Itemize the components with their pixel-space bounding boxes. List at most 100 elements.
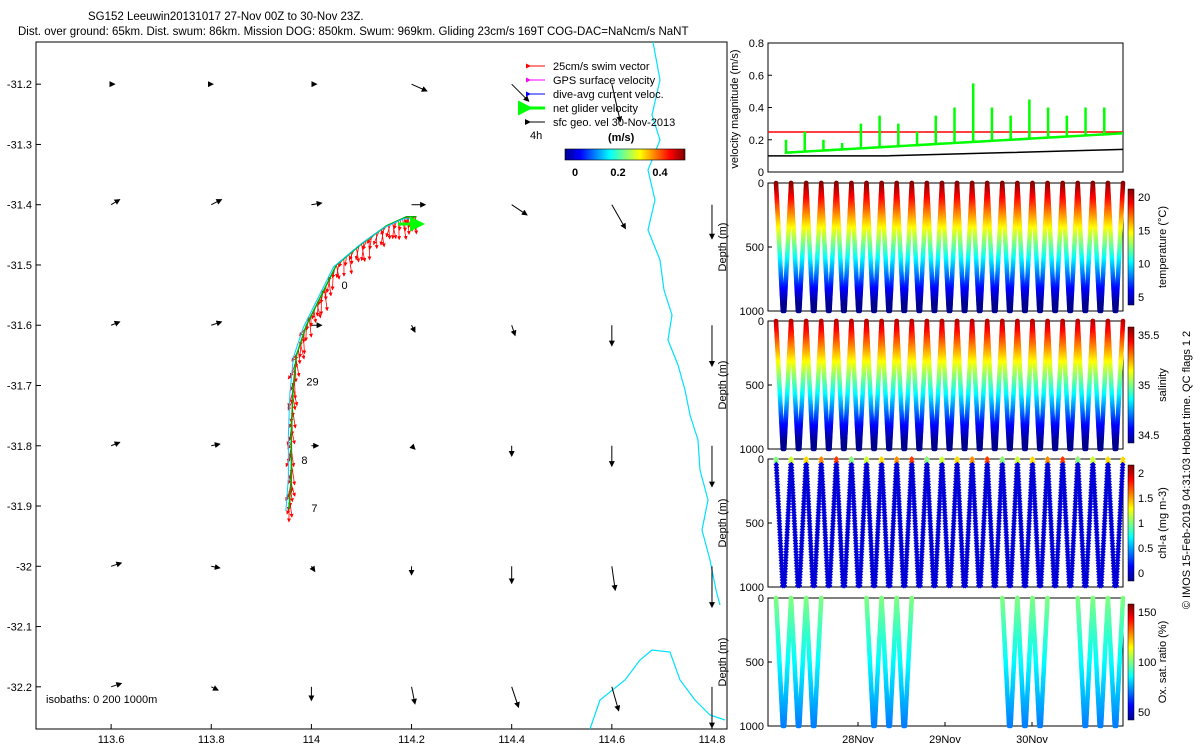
cb-tick-1: 0.2: [610, 167, 625, 179]
current-vector: [110, 561, 123, 568]
map-y-tick-label: -31.3: [7, 139, 32, 151]
profile-point: [1008, 308, 1013, 314]
profile-point: [857, 308, 863, 314]
map-x-tick-label: 114.6: [598, 734, 625, 746]
current-vector: [510, 325, 517, 337]
map-x-tick-label: 113.8: [198, 734, 225, 746]
profile-point: [917, 308, 923, 314]
figure-stats: Dist. over ground: 65km. Dist. swum: 86k…: [18, 26, 689, 38]
day-label: 7: [311, 503, 317, 515]
map-y-tick-label: -32.1: [7, 622, 32, 634]
legend-net: net glider velocity: [553, 103, 638, 115]
profile-point: [947, 308, 953, 314]
map-y-tick-label: -31.7: [7, 381, 32, 393]
velocity-tick-label: 0.2: [749, 135, 764, 147]
map-y-tick-label: -31.4: [7, 200, 32, 212]
profile-point: [993, 308, 998, 314]
colorbar-tick: 20: [1138, 192, 1150, 204]
profile-point: [1038, 308, 1044, 314]
day-label: 29: [306, 377, 318, 389]
swim-vector: [354, 245, 360, 261]
profile-point: [827, 308, 832, 314]
profile-point: [1023, 308, 1028, 314]
map-y-tick-label: -32: [16, 561, 32, 573]
current-vector: [511, 83, 530, 102]
profile-point: [1098, 308, 1104, 314]
day-label: 0: [341, 280, 347, 292]
profile-point: [781, 308, 787, 314]
interval-label: 4h: [530, 130, 542, 142]
geo-velocity-line: [768, 148, 1124, 157]
current-vector: [611, 686, 621, 712]
swim-vector: [361, 243, 367, 263]
velocity-panel: 00.20.40.60.8 velocity magnitude (m/s): [729, 38, 1124, 179]
current-vector: [211, 685, 219, 691]
profile-point: [902, 308, 908, 314]
cb-tick-0: 0: [572, 167, 578, 179]
profile-panels: 0 500 1000 Depth (m) 20 15 10 5 temperature (°C)…: [717, 178, 1169, 733]
velocity-tick-label: 0.8: [749, 38, 764, 50]
colorbar-tick: 15: [1138, 225, 1150, 237]
cb-tick-2: 0.4: [652, 167, 668, 179]
current-vector: [110, 441, 121, 448]
current-vector: [211, 320, 223, 327]
current-vector: [211, 564, 221, 570]
profile-point: [963, 308, 968, 314]
swim-vector: [360, 242, 365, 262]
current-vector: [410, 325, 416, 333]
figure-title: SG152 Leeuwin20131017 27-Nov 00Z to 30-N…: [88, 11, 364, 23]
map-y-tick-label: -31.2: [7, 79, 32, 91]
legend-swim: 25cm/s swim vector: [553, 61, 650, 73]
map-x-tick-label: 114.2: [398, 734, 425, 746]
depth-tick-label: 1000: [740, 306, 764, 318]
profile-point: [932, 308, 938, 314]
depth-tick-label: 500: [746, 242, 764, 254]
swim-vector: [316, 304, 322, 319]
profile-point: [887, 308, 893, 314]
colorbar-label: temperature (°C): [1157, 206, 1169, 288]
depth-ylabel: Depth (m): [717, 223, 729, 272]
profile-point: [978, 308, 983, 314]
map-x-tick-label: 114.4: [498, 734, 525, 746]
day-labels: 0 29 8 7: [301, 280, 347, 515]
swim-vector: [390, 222, 395, 240]
current-vector: [611, 204, 626, 230]
current-vector: [110, 682, 123, 688]
colorbar-tick: 35.5: [1138, 330, 1159, 342]
colorbar-tick: 5: [1138, 292, 1144, 304]
swim-vector: [373, 231, 380, 246]
day-label: 8: [301, 455, 307, 467]
depth-tick-label: 0: [758, 316, 764, 328]
depth-ylabel: Depth (m): [717, 361, 729, 410]
swim-vector: [308, 319, 313, 338]
colorbar-label: salinity: [1157, 368, 1169, 402]
current-vector: [309, 565, 316, 573]
current-vector: [511, 686, 520, 709]
colorbar-unit: (m/s): [608, 132, 635, 144]
swim-vector: [385, 223, 391, 238]
legend-gps: GPS surface velocity: [553, 75, 656, 87]
map-y-tick-label: -31.9: [7, 501, 32, 513]
map-y-ticks: -31.2-31.3-31.4-31.5-31.6-31.7-31.8-31.9…: [7, 79, 41, 694]
map-frame: [35, 41, 728, 730]
velocity-tick-label: 0: [758, 167, 764, 179]
map-x-tick-label: 114: [303, 734, 321, 746]
map-x-tick-label: 114.8: [699, 734, 726, 746]
colorbar-tick: 35: [1138, 380, 1150, 392]
map-y-tick-label: -31.6: [7, 320, 32, 332]
map-y-tick-label: -31.5: [7, 260, 32, 272]
colorbar-tick: 10: [1138, 259, 1150, 271]
current-vector: [211, 442, 221, 448]
profile-point: [797, 308, 802, 314]
profile-point: [1113, 308, 1119, 314]
depth-tick-label: 500: [746, 380, 764, 392]
current-vector: [110, 199, 121, 206]
current-vector: [511, 204, 528, 216]
swim-vector: [387, 224, 392, 240]
speed-colorbar: [564, 148, 686, 161]
velocity-tick-label: 0.4: [749, 103, 764, 115]
